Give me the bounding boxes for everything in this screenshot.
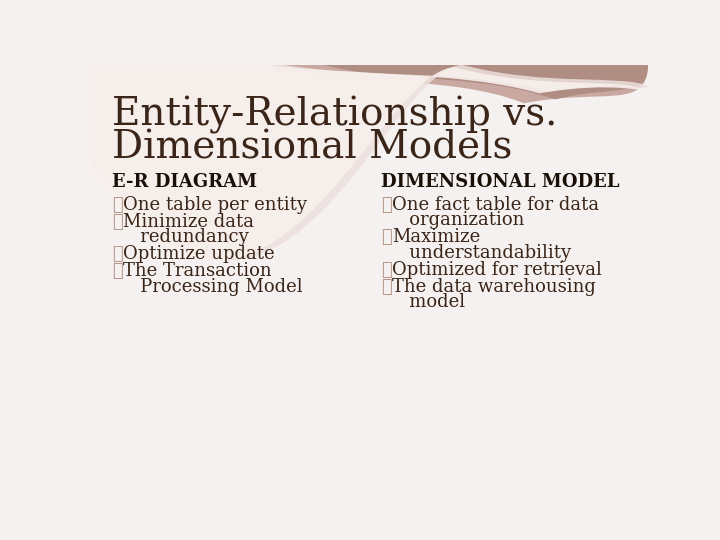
Text: Minimize data: Minimize data: [123, 213, 253, 231]
Text: The data warehousing: The data warehousing: [392, 278, 595, 295]
Text: understandability: understandability: [392, 244, 571, 262]
Text: Maximize: Maximize: [392, 228, 480, 246]
Text: One table per entity: One table per entity: [123, 195, 307, 214]
Text: redundancy: redundancy: [123, 228, 248, 246]
Text: ❧: ❧: [381, 228, 392, 246]
Text: E-R DIAGRAM: E-R DIAGRAM: [112, 173, 257, 191]
Text: ❧: ❧: [381, 261, 392, 279]
Text: organization: organization: [392, 211, 524, 229]
Text: The Transaction: The Transaction: [123, 262, 271, 280]
Text: ❧: ❧: [112, 262, 122, 280]
PathPatch shape: [323, 65, 648, 99]
Text: Optimized for retrieval: Optimized for retrieval: [392, 261, 602, 279]
Text: ❧: ❧: [112, 245, 122, 263]
PathPatch shape: [0, 65, 648, 540]
PathPatch shape: [245, 65, 648, 103]
Text: ❧: ❧: [381, 278, 392, 295]
Text: Entity-Relationship vs.: Entity-Relationship vs.: [112, 96, 557, 133]
Text: Dimensional Models: Dimensional Models: [112, 130, 512, 166]
Text: DIMENSIONAL MODEL: DIMENSIONAL MODEL: [381, 173, 619, 191]
Text: ❧: ❧: [112, 195, 122, 214]
Text: Optimize update: Optimize update: [123, 245, 274, 263]
PathPatch shape: [0, 65, 648, 540]
Text: Processing Model: Processing Model: [123, 278, 302, 295]
Text: ❧: ❧: [381, 195, 392, 214]
Text: ❧: ❧: [112, 213, 122, 231]
Text: One fact table for data: One fact table for data: [392, 195, 599, 214]
Text: model: model: [392, 293, 465, 311]
